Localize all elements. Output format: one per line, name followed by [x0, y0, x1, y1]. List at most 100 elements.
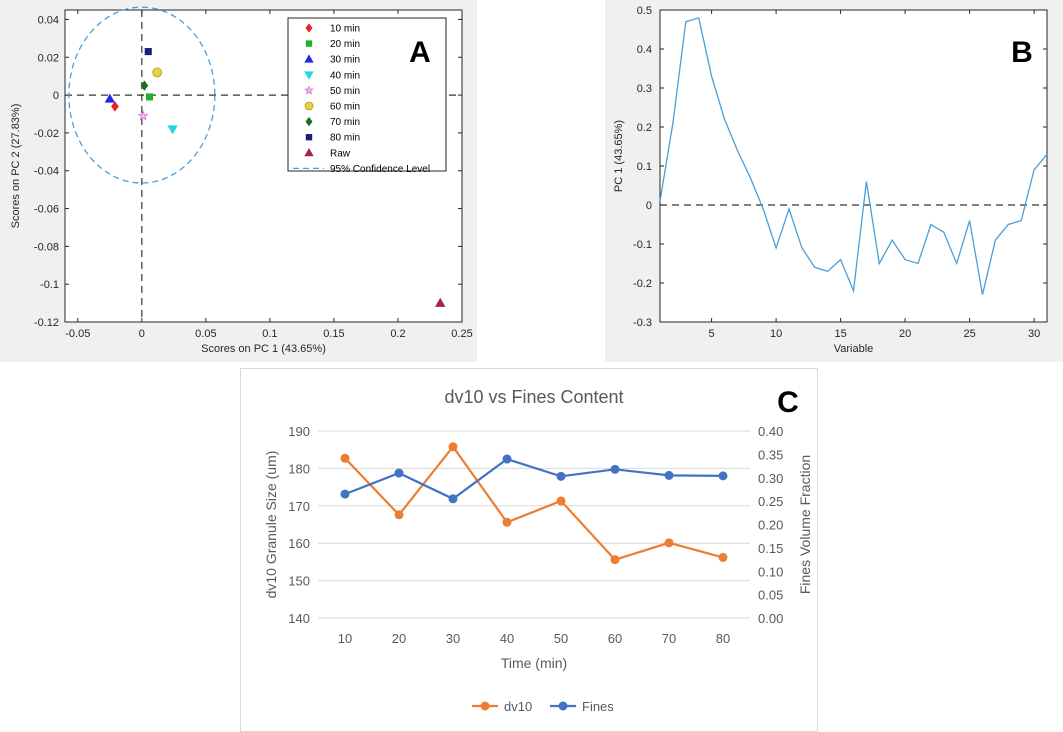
y-tick-label: 190 — [288, 424, 310, 439]
y-tick-label: 0.3 — [637, 83, 652, 95]
y-tick-label: 140 — [288, 611, 310, 626]
y-tick-label: -0.1 — [40, 279, 59, 291]
y-tick-label: -0.2 — [633, 278, 652, 290]
legend-marker — [305, 23, 313, 33]
panel-c: dv10 vs Fines Content 140 150 160 170 180 190 0… — [240, 368, 818, 732]
data-point-dv10 — [664, 538, 674, 548]
data-point — [144, 48, 152, 56]
y-tick-label: 0.1 — [637, 161, 652, 173]
x-tick-label: 0.1 — [262, 328, 277, 340]
x-tick-label: 5 — [709, 328, 715, 340]
y-axis-label: PC 1 (43.65%) — [613, 120, 625, 192]
legend-marker — [558, 701, 568, 711]
y2-tick-label: 0.10 — [758, 564, 783, 579]
loadings-line — [659, 16, 1048, 295]
x-tick-label: 20 — [392, 631, 406, 646]
y-tick-label: -0.06 — [34, 204, 59, 216]
data-point-dv10 — [610, 555, 620, 565]
y2-tick-label: 0.35 — [758, 447, 783, 462]
x-tick-label: 0.15 — [323, 328, 344, 340]
x-tick-label: 70 — [662, 631, 676, 646]
legend-marker — [305, 40, 313, 47]
chart-title: dv10 vs Fines Content — [444, 387, 623, 407]
legend-marker — [305, 116, 313, 127]
data-point — [104, 93, 116, 103]
data-point-dv10 — [502, 517, 512, 527]
y-tick-label: -0.02 — [34, 128, 59, 140]
legend-marker — [305, 134, 313, 141]
y-tick-label: -0.08 — [34, 241, 59, 253]
legend-label: 10 min — [330, 24, 360, 35]
legend-marker — [480, 701, 490, 711]
y-tick-label: 160 — [288, 536, 310, 551]
data-point-dv10 — [718, 552, 728, 562]
y2-tick-label: 0.15 — [758, 541, 783, 556]
legend-label: 70 min — [330, 117, 360, 128]
data-point-fines — [718, 471, 728, 481]
data-point-fines — [664, 470, 674, 480]
x-tick-label: 0 — [139, 328, 145, 340]
legend-label: 80 min — [330, 133, 360, 144]
x-axis-label: Time (min) — [501, 655, 567, 671]
y2-tick-label: 0.05 — [758, 588, 783, 603]
y-tick-label: 0 — [646, 200, 652, 212]
data-point-fines — [556, 471, 566, 481]
legend-label: 20 min — [330, 39, 360, 50]
legend-marker — [304, 54, 314, 63]
panel-letter: C — [777, 386, 799, 419]
y-tick-label: 150 — [288, 574, 310, 589]
x-tick-label: 20 — [899, 328, 911, 340]
data-point-fines — [394, 468, 404, 478]
series-line-dv10 — [344, 444, 724, 561]
data-point — [140, 80, 149, 91]
data-point-fines — [340, 489, 350, 499]
data-point-dv10 — [394, 510, 404, 520]
x-axis-label: Variable — [834, 343, 874, 355]
y-axis-label: Scores on PC 2 (27.83%) — [10, 104, 22, 229]
pca-score-plot: -0.05 0 0.05 0.1 0.15 0.2 0.25 0.04 0.02 0 -0.02 -0… — [10, 6, 473, 355]
plot-area — [659, 9, 1048, 323]
data-point-fines — [448, 494, 458, 504]
x-tick-label: 30 — [1028, 328, 1040, 340]
dv10-fines-chart: dv10 vs Fines Content 140 150 160 170 180 190 0… — [263, 386, 813, 714]
legend-box — [287, 17, 447, 172]
data-point — [145, 93, 154, 101]
x-tick-label: 15 — [834, 328, 846, 340]
legend-marker — [304, 71, 314, 80]
legend-label: dv10 — [504, 699, 532, 714]
data-point-fines — [610, 464, 620, 474]
data-point — [111, 101, 119, 112]
y-tick-label: -0.12 — [34, 317, 59, 329]
y-tick-label: 0.04 — [38, 14, 59, 26]
panel-b: 5 10 15 20 25 30 0.5 0.4 0.3 0.2 0.1 0 -0.1 -0.2 -0.3 V… — [605, 0, 1063, 362]
legend-label: 60 min — [330, 102, 360, 113]
y-tick-label: 0.5 — [637, 5, 652, 17]
y-tick-label: 170 — [288, 499, 310, 514]
y-tick-label: -0.04 — [34, 166, 59, 178]
y-tick-label: -0.1 — [633, 239, 652, 251]
x-tick-label: -0.05 — [65, 328, 90, 340]
y2-axis-label: Fines Volume Fraction — [797, 455, 813, 594]
y-tick-label: 0.4 — [637, 44, 652, 56]
x-tick-label: 30 — [446, 631, 460, 646]
data-point — [152, 67, 163, 78]
legend-marker — [304, 85, 314, 95]
y-tick-label: 0 — [53, 90, 59, 102]
data-point-dv10 — [340, 453, 350, 463]
legend-label: 50 min — [330, 86, 360, 97]
data-point — [435, 297, 446, 307]
x-tick-label: 0.25 — [451, 328, 472, 340]
x-axis-label: Scores on PC 1 (43.65%) — [201, 343, 326, 355]
x-tick-label: 50 — [554, 631, 568, 646]
legend-label: Raw — [330, 148, 351, 159]
confidence-ellipse — [68, 6, 216, 184]
legend-marker — [304, 101, 314, 111]
panel-letter: B — [1011, 36, 1033, 69]
y2-tick-label: 0.40 — [758, 424, 783, 439]
legend-label: 30 min — [330, 55, 360, 66]
panel-a: -0.05 0 0.05 0.1 0.15 0.2 0.25 0.04 0.02 0 -0.02 -0… — [0, 0, 477, 362]
y2-tick-label: 0.25 — [758, 494, 783, 509]
y-tick-label: -0.3 — [633, 317, 652, 329]
x-tick-label: 40 — [500, 631, 514, 646]
data-point-dv10 — [448, 442, 458, 452]
